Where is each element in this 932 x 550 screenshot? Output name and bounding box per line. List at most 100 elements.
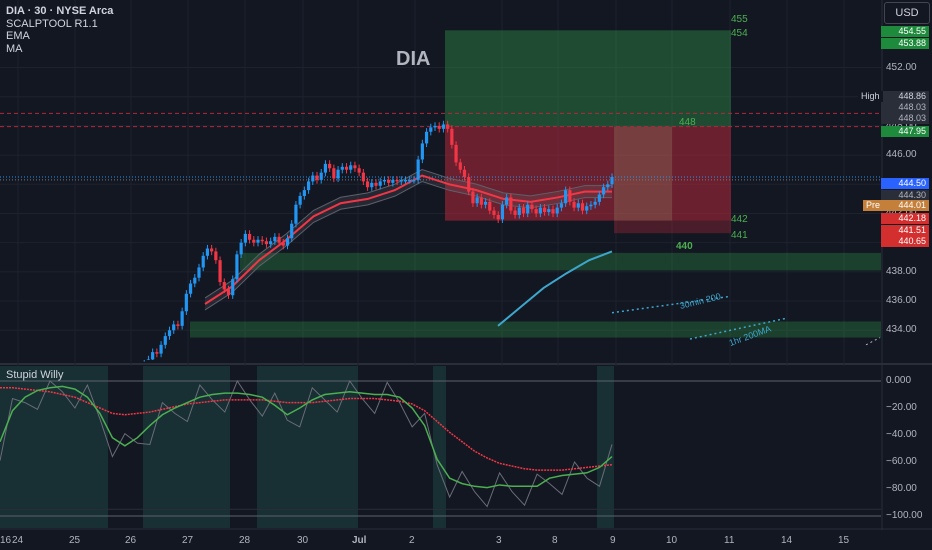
candle-body xyxy=(412,179,416,182)
candle-body xyxy=(193,277,197,284)
time-tick-label: 10 xyxy=(666,535,678,546)
oscillator-legend[interactable]: Stupid Willy xyxy=(6,369,64,381)
candle-body xyxy=(534,209,538,214)
candle-body xyxy=(597,194,601,202)
candle-body xyxy=(521,207,526,214)
price-tag-red: 441.51 xyxy=(881,225,929,236)
candle-body xyxy=(311,175,315,182)
price-tag-prefix: High xyxy=(858,91,883,102)
time-tick-label: 3 xyxy=(496,535,502,546)
zone-label-448: 448 xyxy=(679,117,696,128)
candle-body xyxy=(559,203,564,208)
symbol-title[interactable]: DIA · 30 · NYSE Arca xyxy=(6,5,114,17)
indicator-ema[interactable]: EMA xyxy=(6,30,30,42)
candle-body xyxy=(176,324,180,326)
time-tick-label: 11 xyxy=(724,535,735,546)
candle-body xyxy=(159,344,163,354)
candle-body xyxy=(151,352,155,360)
oscillator-highlight xyxy=(143,366,230,528)
candle-body xyxy=(281,242,285,246)
time-tick-label: 9 xyxy=(610,535,616,546)
candle-body xyxy=(458,162,462,170)
indicator-ma[interactable]: MA xyxy=(6,42,23,55)
candle-body xyxy=(370,182,374,188)
candle-body xyxy=(188,283,193,294)
price-tick-label: 442.00 xyxy=(886,207,917,218)
candle-body xyxy=(568,190,572,202)
currency-button[interactable]: USD xyxy=(884,2,930,24)
time-tick-label: 2 xyxy=(409,535,415,546)
candle-body xyxy=(294,204,298,224)
candle-body xyxy=(382,179,387,182)
candle-body xyxy=(505,197,509,205)
oscillator-tick-label: −80.00 xyxy=(886,483,917,494)
zone-label-454: 454 xyxy=(731,28,748,39)
candle-body xyxy=(252,239,256,243)
candle-body xyxy=(256,239,260,243)
candle-body xyxy=(513,210,517,215)
ema-upper xyxy=(204,168,612,299)
candle-body xyxy=(205,248,210,256)
candle-body xyxy=(378,181,382,186)
oscillator-highlight xyxy=(0,366,108,528)
price-tag-high: 448.86 xyxy=(881,91,929,102)
candle-body xyxy=(500,204,505,220)
candle-body xyxy=(391,179,395,183)
candle-body xyxy=(235,254,239,280)
time-tick-label: 15 xyxy=(838,535,850,546)
oscillator-tick-label: −60.00 xyxy=(886,456,917,467)
candle-body xyxy=(315,175,319,180)
candle-body xyxy=(509,197,513,211)
candle-body xyxy=(420,143,424,160)
time-tick-label: 16 xyxy=(0,535,12,546)
price-tag-gray: 448.03 xyxy=(881,102,929,113)
candle-body xyxy=(361,172,365,182)
zone-support xyxy=(190,321,881,338)
candle-body xyxy=(302,190,306,196)
price-tag-blue: 444.50 xyxy=(881,178,929,189)
candle-body xyxy=(467,177,471,192)
oscillator-fast-line xyxy=(0,385,613,489)
oscillator-background xyxy=(0,366,881,528)
candle-body xyxy=(247,233,252,240)
price-tick-label: 448.00 xyxy=(886,120,917,131)
time-tick-label: 24 xyxy=(12,535,24,546)
candle-body xyxy=(479,197,483,205)
candle-body xyxy=(429,127,433,132)
oscillator-tick-label: −100.00 xyxy=(886,510,923,521)
oscillator-tick-label: 0.000 xyxy=(886,375,912,386)
time-tick-label: 26 xyxy=(125,535,137,546)
candle-body xyxy=(593,201,597,205)
zone-label-455: 455 xyxy=(731,14,748,25)
oscillator-highlight xyxy=(597,366,614,528)
zone-support xyxy=(240,252,881,271)
time-tick-label: 14 xyxy=(781,535,793,546)
zone-target xyxy=(445,30,731,127)
candle-body xyxy=(517,207,521,215)
price-tick-label: 452.00 xyxy=(886,61,917,73)
candle-body xyxy=(277,236,281,243)
candle-body xyxy=(601,187,606,195)
candle-body xyxy=(433,125,437,128)
price-tag-green: 447.95 xyxy=(881,126,929,137)
candle-body xyxy=(547,209,551,213)
candle-body xyxy=(475,197,479,204)
oscillator-highlight xyxy=(433,366,446,528)
ema-line xyxy=(204,174,612,305)
candle-body xyxy=(231,279,235,296)
candle-body xyxy=(424,131,429,144)
candle-body xyxy=(408,179,412,182)
candle-body xyxy=(538,207,542,214)
candle-body xyxy=(374,182,378,186)
zone-label-441: 441 xyxy=(731,230,748,241)
oscillator-highlight xyxy=(257,366,358,528)
candle-body xyxy=(239,242,243,255)
indicator-scalptool[interactable]: SCALPTOOL R1.1 xyxy=(6,17,98,30)
candle-body xyxy=(167,330,172,337)
candle-body xyxy=(155,352,159,354)
price-tick-label: 436.00 xyxy=(886,295,917,307)
candle-body xyxy=(306,181,311,191)
candle-body xyxy=(585,206,589,211)
candle-body xyxy=(530,204,534,210)
